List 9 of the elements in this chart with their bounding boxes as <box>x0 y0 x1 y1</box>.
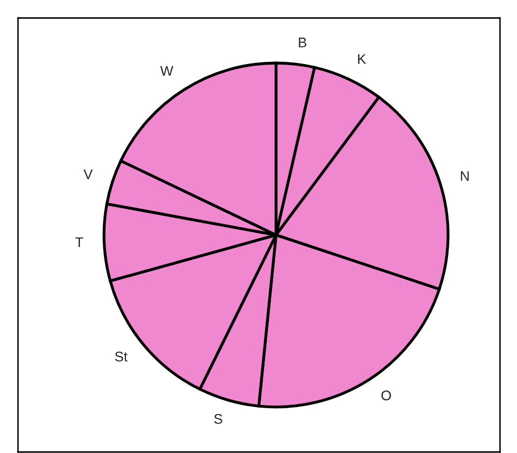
slice-label: O <box>381 390 391 400</box>
slice-label: B <box>298 38 306 48</box>
slice-label: W <box>160 66 174 76</box>
slice-label: S <box>214 414 222 424</box>
slice-label: N <box>460 171 469 181</box>
slice-label: St <box>115 352 128 362</box>
slice-label: K <box>358 54 366 64</box>
slice-label: V <box>84 170 93 180</box>
slice-label: T <box>75 238 84 248</box>
